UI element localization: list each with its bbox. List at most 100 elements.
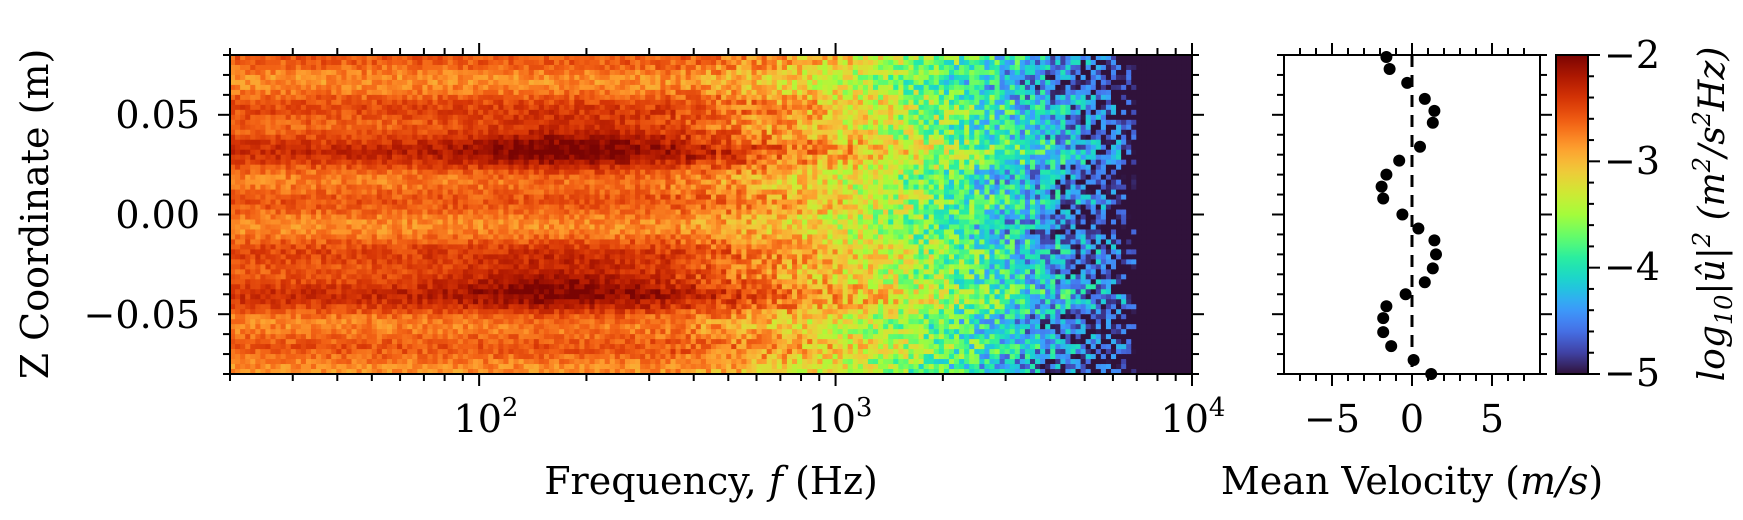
heatmap-cell — [265, 159, 272, 166]
heatmap-cell — [508, 224, 515, 231]
heatmap-cell — [559, 59, 565, 66]
heatmap-cell — [478, 364, 484, 370]
heatmap-cell — [245, 274, 251, 280]
heatmap-cell — [548, 259, 555, 265]
heatmap-cell — [579, 104, 586, 111]
heatmap-cell — [412, 319, 418, 325]
heatmap-cell — [386, 309, 393, 315]
heatmap-cell — [493, 94, 499, 101]
heatmap-cell — [467, 279, 474, 285]
heatmap-cell — [518, 274, 525, 280]
heatmap-cell — [270, 159, 277, 166]
heatmap-cell — [240, 304, 246, 310]
heatmap-cell — [341, 169, 348, 176]
heatmap-cell — [397, 259, 403, 265]
heatmap-cell — [422, 309, 429, 315]
heatmap-cell — [503, 294, 510, 300]
heatmap-cell — [554, 344, 560, 350]
heatmap-cell — [265, 69, 272, 76]
heatmap-cell — [356, 244, 363, 250]
heatmap-cell — [417, 269, 423, 275]
heatmap-cell — [265, 189, 272, 196]
heatmap-cell — [488, 234, 494, 241]
heatmap-cell — [528, 214, 535, 221]
heatmap-cell — [341, 119, 348, 126]
heatmap-cell — [528, 354, 535, 360]
heatmap-cell — [467, 284, 474, 290]
heatmap-cell — [488, 169, 494, 176]
heatmap-cell — [240, 319, 246, 325]
heatmap-cell — [533, 244, 540, 250]
heatmap-cell — [336, 264, 342, 270]
heatmap-cell — [245, 129, 251, 136]
heatmap-cell — [483, 79, 489, 86]
heatmap-cell — [275, 264, 282, 270]
heatmap-cell — [326, 109, 332, 116]
heatmap-cell — [295, 329, 302, 335]
heatmap-cell — [240, 224, 246, 231]
heatmap-cell — [447, 359, 454, 365]
heatmap-cell — [579, 184, 586, 191]
heatmap-cell — [417, 354, 423, 360]
heatmap-cell — [518, 294, 525, 300]
heatmap-cell — [619, 309, 626, 315]
heatmap-cell — [260, 354, 267, 360]
heatmap-cell — [230, 369, 236, 374]
heatmap-cell — [614, 94, 621, 101]
heatmap-cell — [402, 254, 408, 260]
heatmap-cell — [498, 194, 505, 201]
heatmap-cell — [356, 309, 363, 315]
heatmap-cell — [457, 204, 464, 211]
heatmap-cell — [230, 324, 236, 330]
heatmap-cell — [356, 84, 363, 91]
heatmap-cell — [371, 124, 378, 131]
heatmap-cell — [316, 184, 322, 191]
heatmap-cell — [392, 334, 398, 340]
heatmap-cell — [280, 329, 287, 335]
heatmap-cell — [543, 214, 550, 221]
heatmap-cell — [371, 209, 378, 216]
heatmap-cell — [341, 139, 348, 146]
heatmap-cell — [584, 64, 591, 71]
heatmap-cell — [594, 339, 601, 345]
heatmap-cell — [432, 344, 439, 350]
heatmap-cell — [508, 254, 515, 260]
heatmap-cell — [483, 339, 489, 345]
heatmap-cell — [619, 124, 626, 131]
heatmap-cell — [361, 234, 368, 241]
heatmap-cell — [290, 239, 297, 245]
heatmap-cell — [331, 184, 337, 191]
heatmap-cell — [589, 254, 596, 260]
heatmap-cell — [285, 169, 292, 176]
heatmap-cell — [311, 329, 317, 335]
heatmap-cell — [543, 209, 550, 216]
heatmap-cell — [381, 239, 388, 245]
heatmap-cell — [336, 294, 342, 300]
heatmap-cell — [336, 224, 342, 231]
heatmap-cell — [498, 214, 505, 221]
heatmap-cell — [442, 309, 449, 315]
heatmap-cell — [599, 339, 606, 345]
heatmap-cell — [467, 364, 474, 370]
heatmap-cell — [250, 84, 256, 91]
heatmap-cell — [584, 304, 591, 310]
heatmap-cell — [316, 159, 322, 166]
heatmap-cell — [422, 264, 429, 270]
heatmap-cell — [305, 104, 312, 111]
heatmap-cell — [311, 179, 317, 186]
heatmap-cell — [488, 134, 494, 141]
heatmap-cell — [366, 324, 373, 330]
heatmap-cell — [376, 204, 383, 211]
heatmap-cell — [518, 159, 525, 166]
heatmap-cell — [427, 254, 434, 260]
heatmap-cell — [523, 64, 530, 71]
heatmap-cell — [300, 274, 307, 280]
heatmap-cell — [290, 204, 297, 211]
heatmap-cell — [579, 189, 586, 196]
heatmap-cell — [498, 69, 505, 76]
heatmap-cell — [336, 244, 342, 250]
heatmap-cell — [230, 364, 236, 370]
heatmap-cell — [619, 339, 626, 345]
heatmap-cell — [508, 199, 515, 206]
heatmap-cell — [447, 199, 454, 206]
